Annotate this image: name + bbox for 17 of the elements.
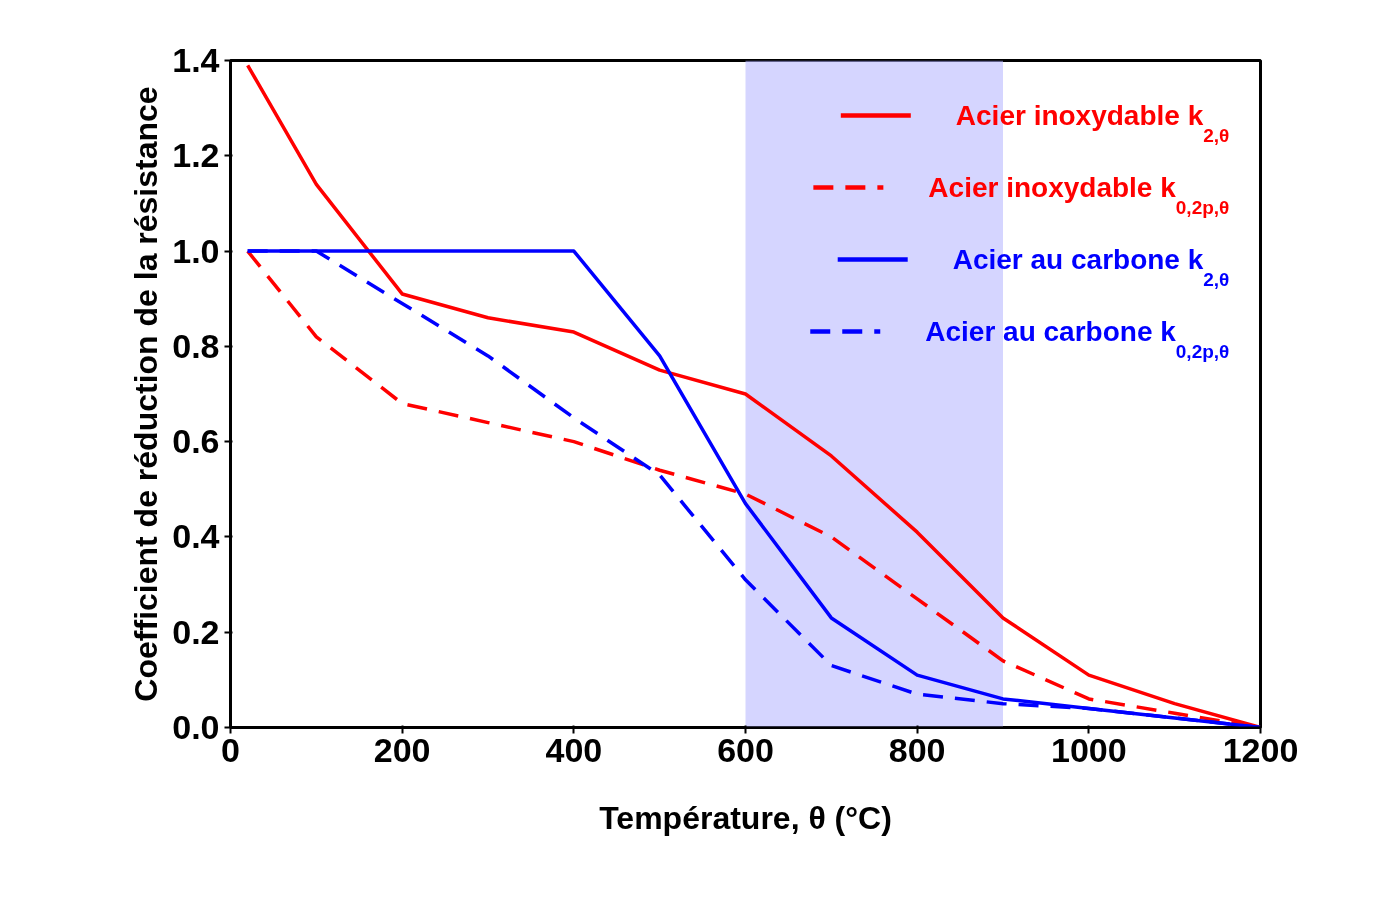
x-tick-label: 1200 xyxy=(1222,730,1299,769)
x-tick-label: 800 xyxy=(888,730,946,769)
y-tick-label: 0.8 xyxy=(172,326,220,365)
y-axis-title: Coefficient de réduction de la résistance xyxy=(128,86,165,702)
y-tick-label: 1.2 xyxy=(172,136,220,175)
x-tick-label: 0 xyxy=(221,730,240,769)
y-tick-label: 0.4 xyxy=(172,517,220,556)
x-tick-label: 1000 xyxy=(1051,730,1127,769)
y-tick-label: 0.2 xyxy=(172,612,220,651)
x-tick-label: 200 xyxy=(373,730,431,769)
y-tick-label: 1.4 xyxy=(172,41,220,79)
y-tick-label: 0.0 xyxy=(172,708,220,746)
x-tick-label: 600 xyxy=(717,730,774,769)
x-axis-title: Température, θ (°C) xyxy=(599,799,892,836)
x-tick-label: 400 xyxy=(545,730,603,769)
y-tick-label: 0.6 xyxy=(172,422,220,461)
y-tick-label: 1.0 xyxy=(172,231,220,270)
